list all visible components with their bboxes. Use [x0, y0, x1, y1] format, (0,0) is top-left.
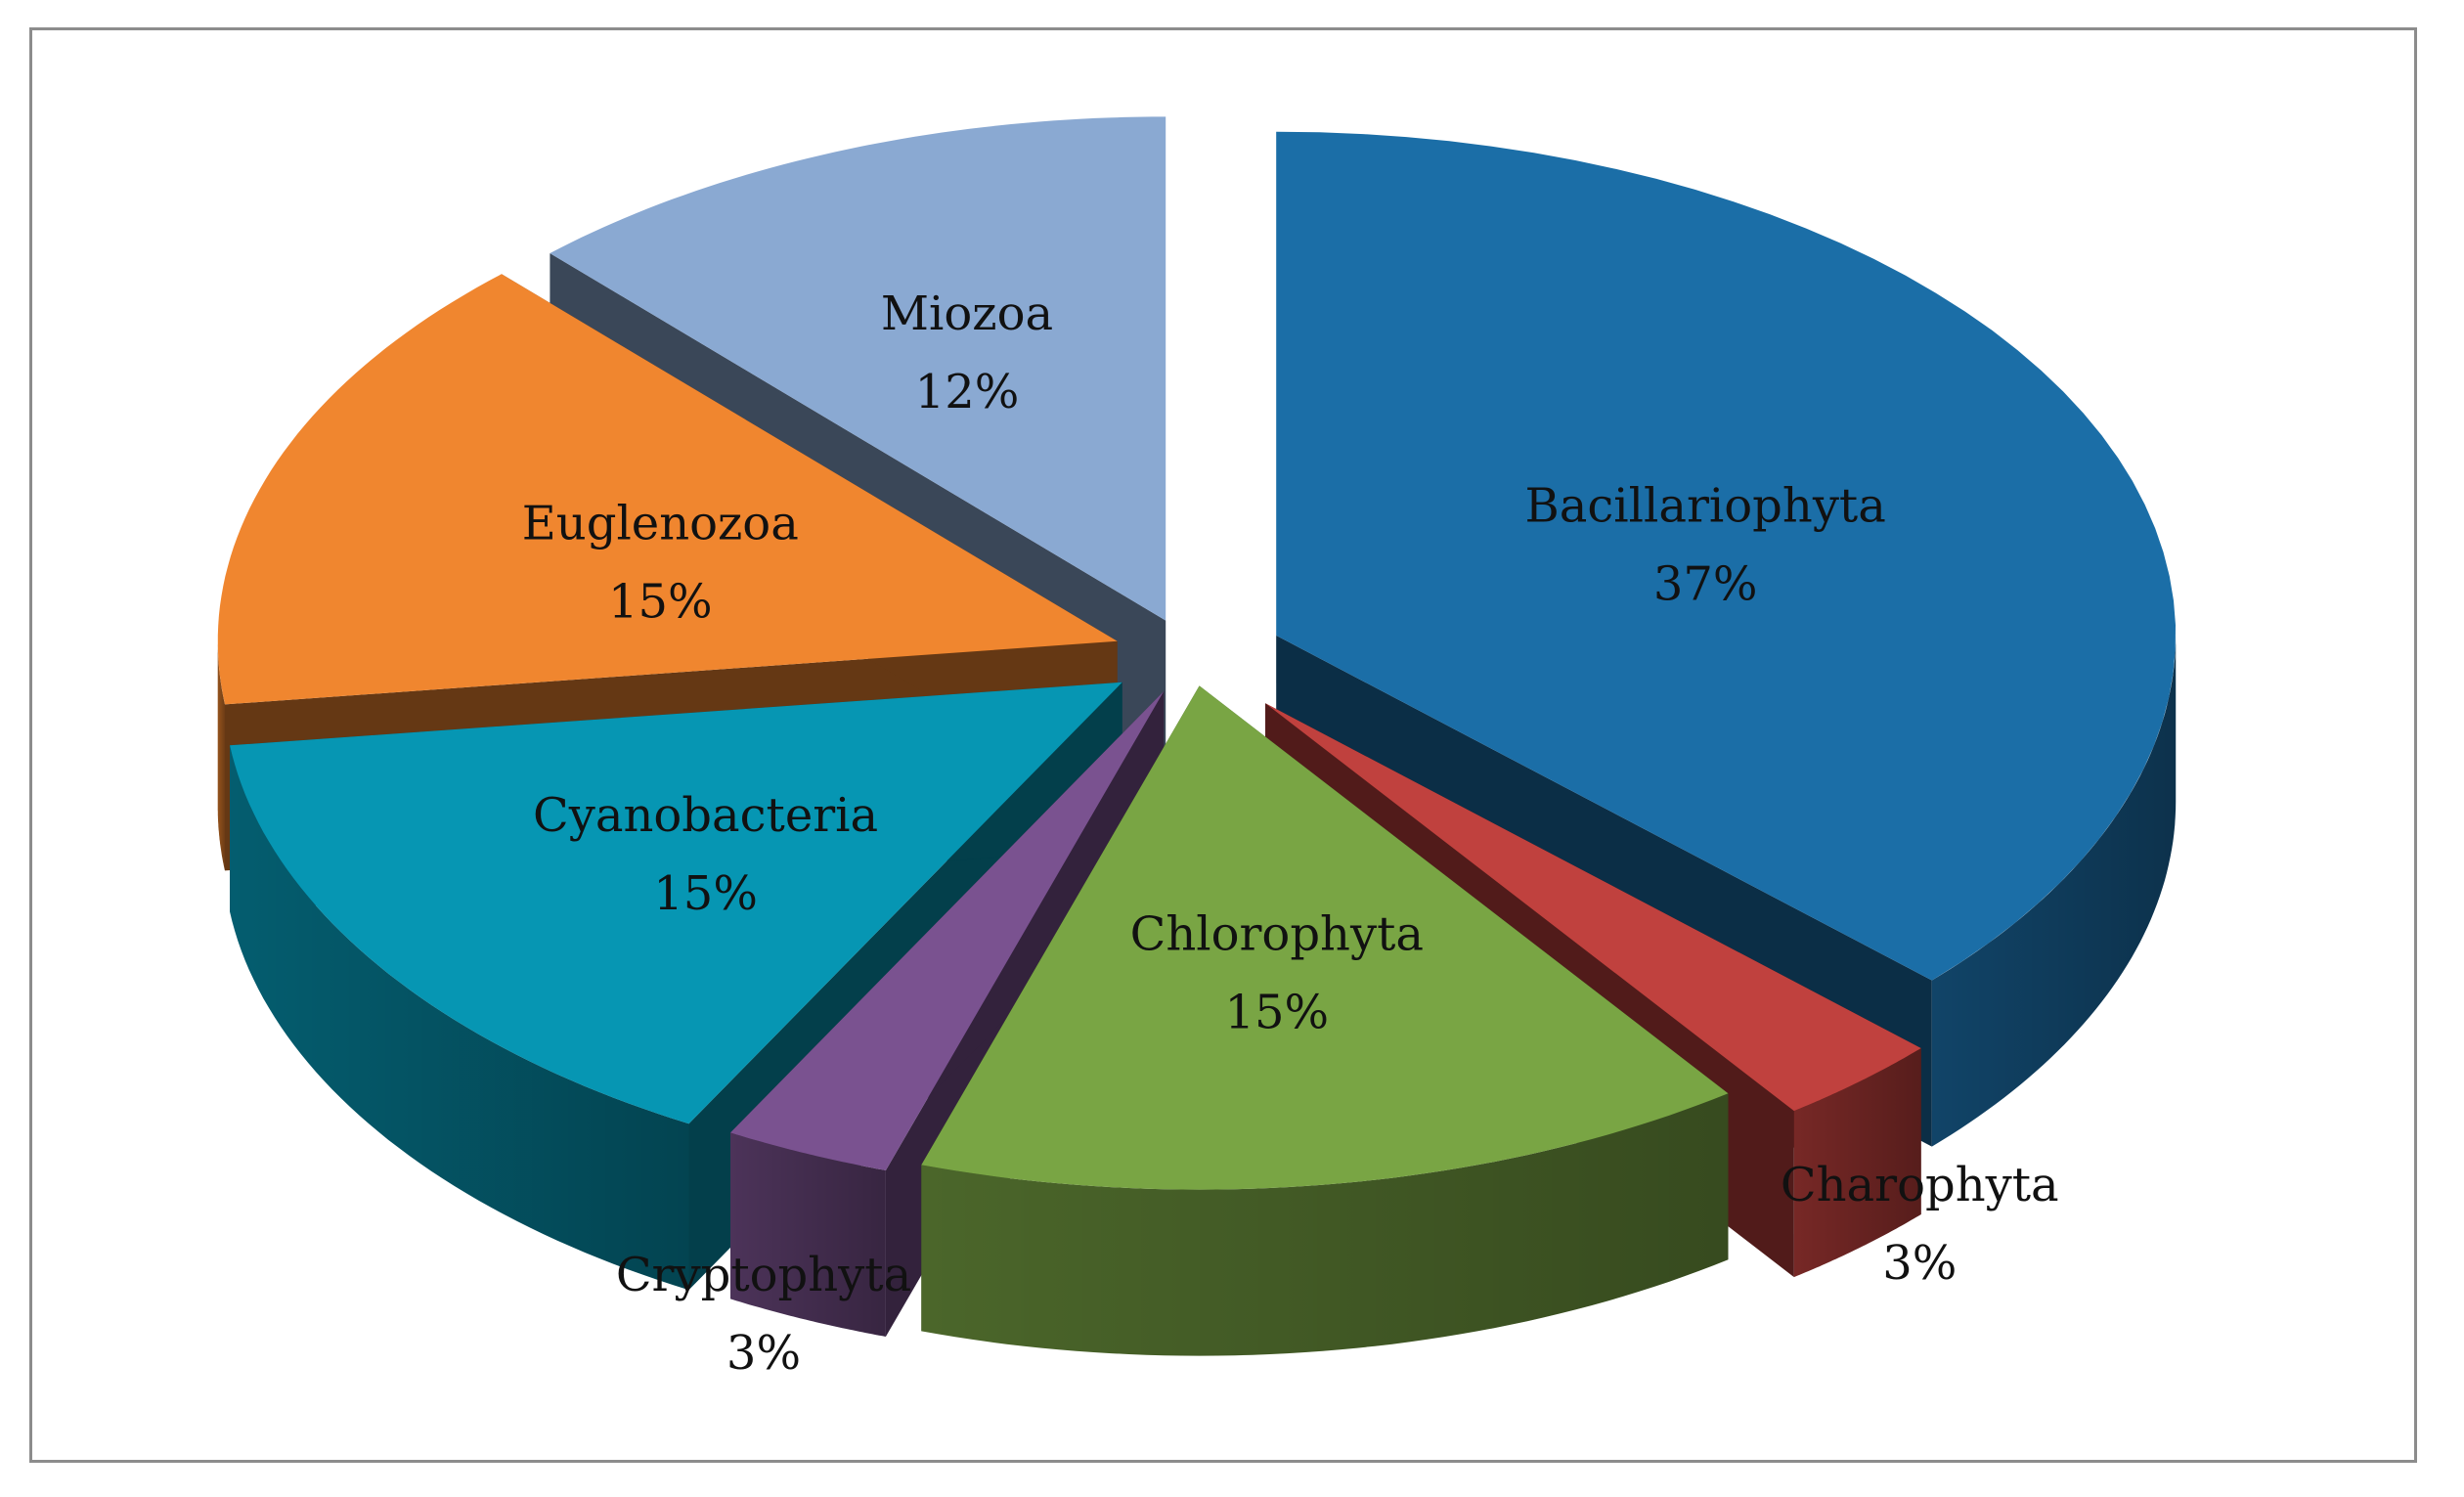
chart-frame: Bacillariophyta 37% Charophyta 3% Chlorophyt…	[29, 27, 2417, 1463]
slice-outer-shade-chlorophyta-0	[921, 1093, 1729, 1356]
pie-chart: Bacillariophyta 37% Charophyta 3% Chlorophyt…	[217, 116, 2177, 1381]
slice-percent-bacillariophyta: 37%	[1653, 557, 1758, 612]
slice-label-cryptophyta: Cryptophyta 3%	[616, 1248, 911, 1381]
slice-percent-cryptophyta: 3%	[726, 1326, 801, 1381]
slice-miozoa	[550, 116, 1166, 621]
slice-percent-euglenozoa: 15%	[608, 575, 713, 630]
slice-name-charophyta: Charophyta	[1781, 1158, 2059, 1212]
slice-name-bacillariophyta: Bacillariophyta	[1525, 479, 1886, 534]
slice-percent-cyanobacteria: 15%	[653, 866, 758, 921]
pie-tops	[217, 116, 2176, 1190]
slice-label-miozoa: Miozoa 12%	[881, 286, 1053, 419]
slice-charophyta	[1265, 703, 1921, 1112]
slice-outer-shade-euglenozoa-0	[217, 640, 225, 871]
slice-name-cyanobacteria: Cyanobacteria	[533, 788, 878, 843]
slice-name-euglenozoa: Euglenozoa	[522, 497, 799, 551]
slice-label-chlorophyta: Chlorophyta 15%	[1130, 906, 1424, 1039]
slice-cryptophyta	[730, 691, 1165, 1170]
slice-euglenozoa	[217, 274, 1118, 705]
slice-outer-shade-bacillariophyta-0	[1931, 635, 2177, 1147]
slice-percent-miozoa: 12%	[915, 365, 1020, 419]
pie-labels: Bacillariophyta 37% Charophyta 3% Chlorophyt…	[522, 286, 2059, 1381]
slice-bacillariophyta	[1276, 131, 2176, 981]
slice-label-bacillariophyta: Bacillariophyta 37%	[1525, 479, 1886, 612]
slice-outer-shade-cyanobacteria-0	[230, 745, 689, 1291]
slice-label-charophyta: Charophyta 3%	[1781, 1158, 2059, 1291]
slice-chlorophyta	[921, 685, 1729, 1190]
slice-percent-chlorophyta: 15%	[1224, 985, 1329, 1039]
slice-label-cyanobacteria: Cyanobacteria 15%	[533, 788, 878, 921]
slice-outer-shade-charophyta-0	[1793, 1048, 1921, 1278]
slice-cyanobacteria	[230, 682, 1122, 1124]
slice-name-cryptophyta: Cryptophyta	[616, 1248, 911, 1302]
slice-name-chlorophyta: Chlorophyta	[1130, 906, 1424, 961]
slice-percent-charophyta: 3%	[1882, 1236, 1957, 1291]
slice-outer-shade-cryptophyta-0	[730, 1132, 886, 1337]
slice-name-miozoa: Miozoa	[881, 286, 1053, 341]
slice-label-euglenozoa: Euglenozoa 15%	[522, 497, 799, 630]
